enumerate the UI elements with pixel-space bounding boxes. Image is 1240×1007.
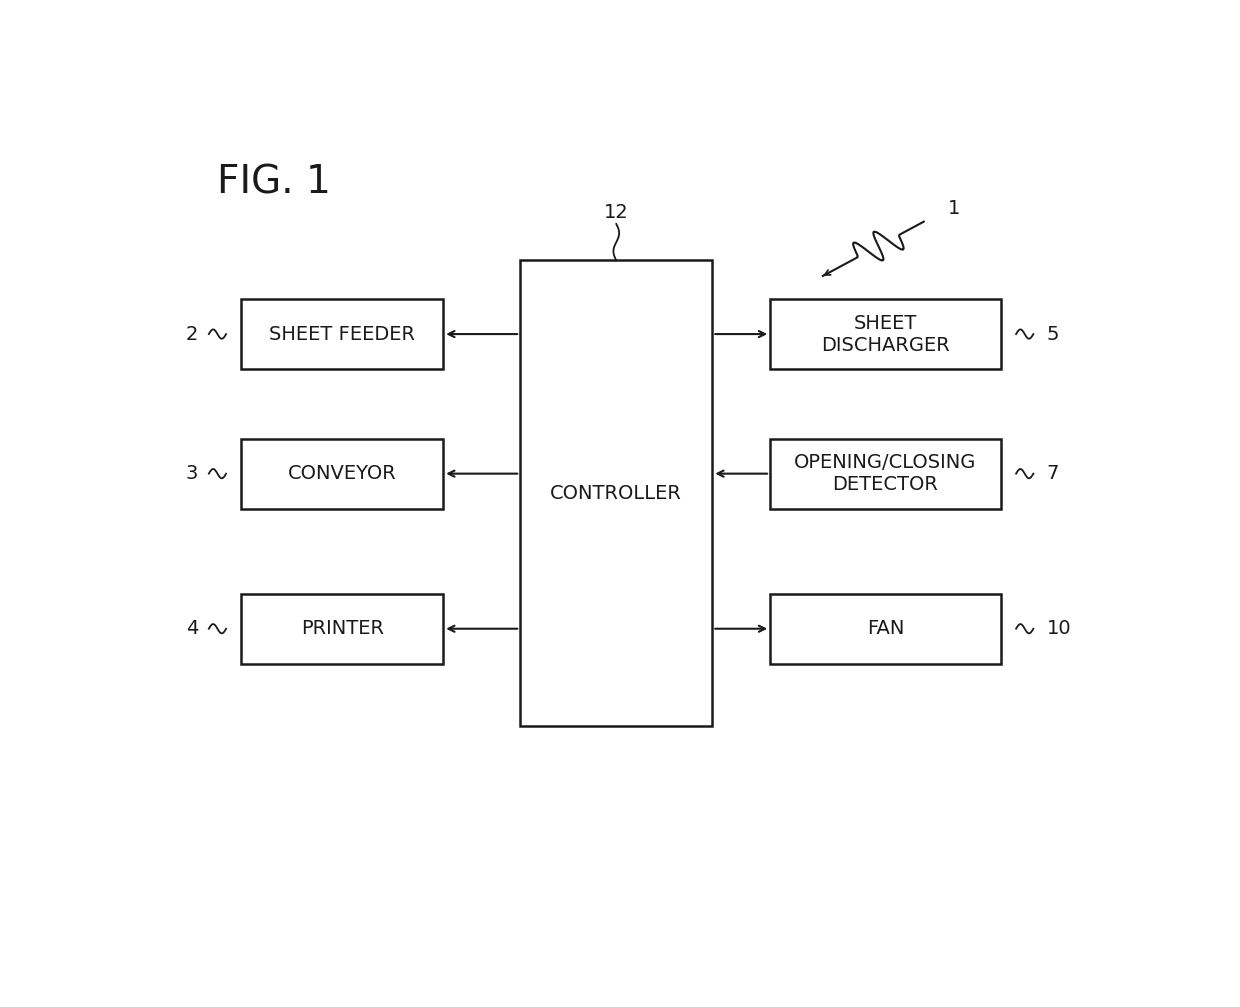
Text: CONVEYOR: CONVEYOR bbox=[288, 464, 397, 483]
Text: 7: 7 bbox=[1047, 464, 1059, 483]
Bar bbox=[770, 299, 1001, 369]
Text: 3: 3 bbox=[186, 464, 198, 483]
Text: FIG. 1: FIG. 1 bbox=[217, 163, 331, 201]
Bar bbox=[242, 299, 444, 369]
Text: CONTROLLER: CONTROLLER bbox=[551, 483, 682, 502]
Text: 5: 5 bbox=[1047, 324, 1059, 343]
Bar bbox=[242, 439, 444, 509]
Text: 4: 4 bbox=[186, 619, 198, 638]
Text: SHEET
DISCHARGER: SHEET DISCHARGER bbox=[821, 313, 950, 354]
Text: OPENING/CLOSING
DETECTOR: OPENING/CLOSING DETECTOR bbox=[794, 453, 977, 494]
Text: 10: 10 bbox=[1047, 619, 1071, 638]
Bar bbox=[770, 439, 1001, 509]
Text: 2: 2 bbox=[186, 324, 198, 343]
Bar bbox=[242, 594, 444, 664]
Text: SHEET FEEDER: SHEET FEEDER bbox=[269, 324, 415, 343]
Text: 1: 1 bbox=[947, 198, 960, 218]
Bar bbox=[770, 594, 1001, 664]
Text: 12: 12 bbox=[604, 202, 629, 222]
Text: PRINTER: PRINTER bbox=[301, 619, 384, 638]
Text: FAN: FAN bbox=[867, 619, 904, 638]
Bar bbox=[521, 261, 713, 726]
